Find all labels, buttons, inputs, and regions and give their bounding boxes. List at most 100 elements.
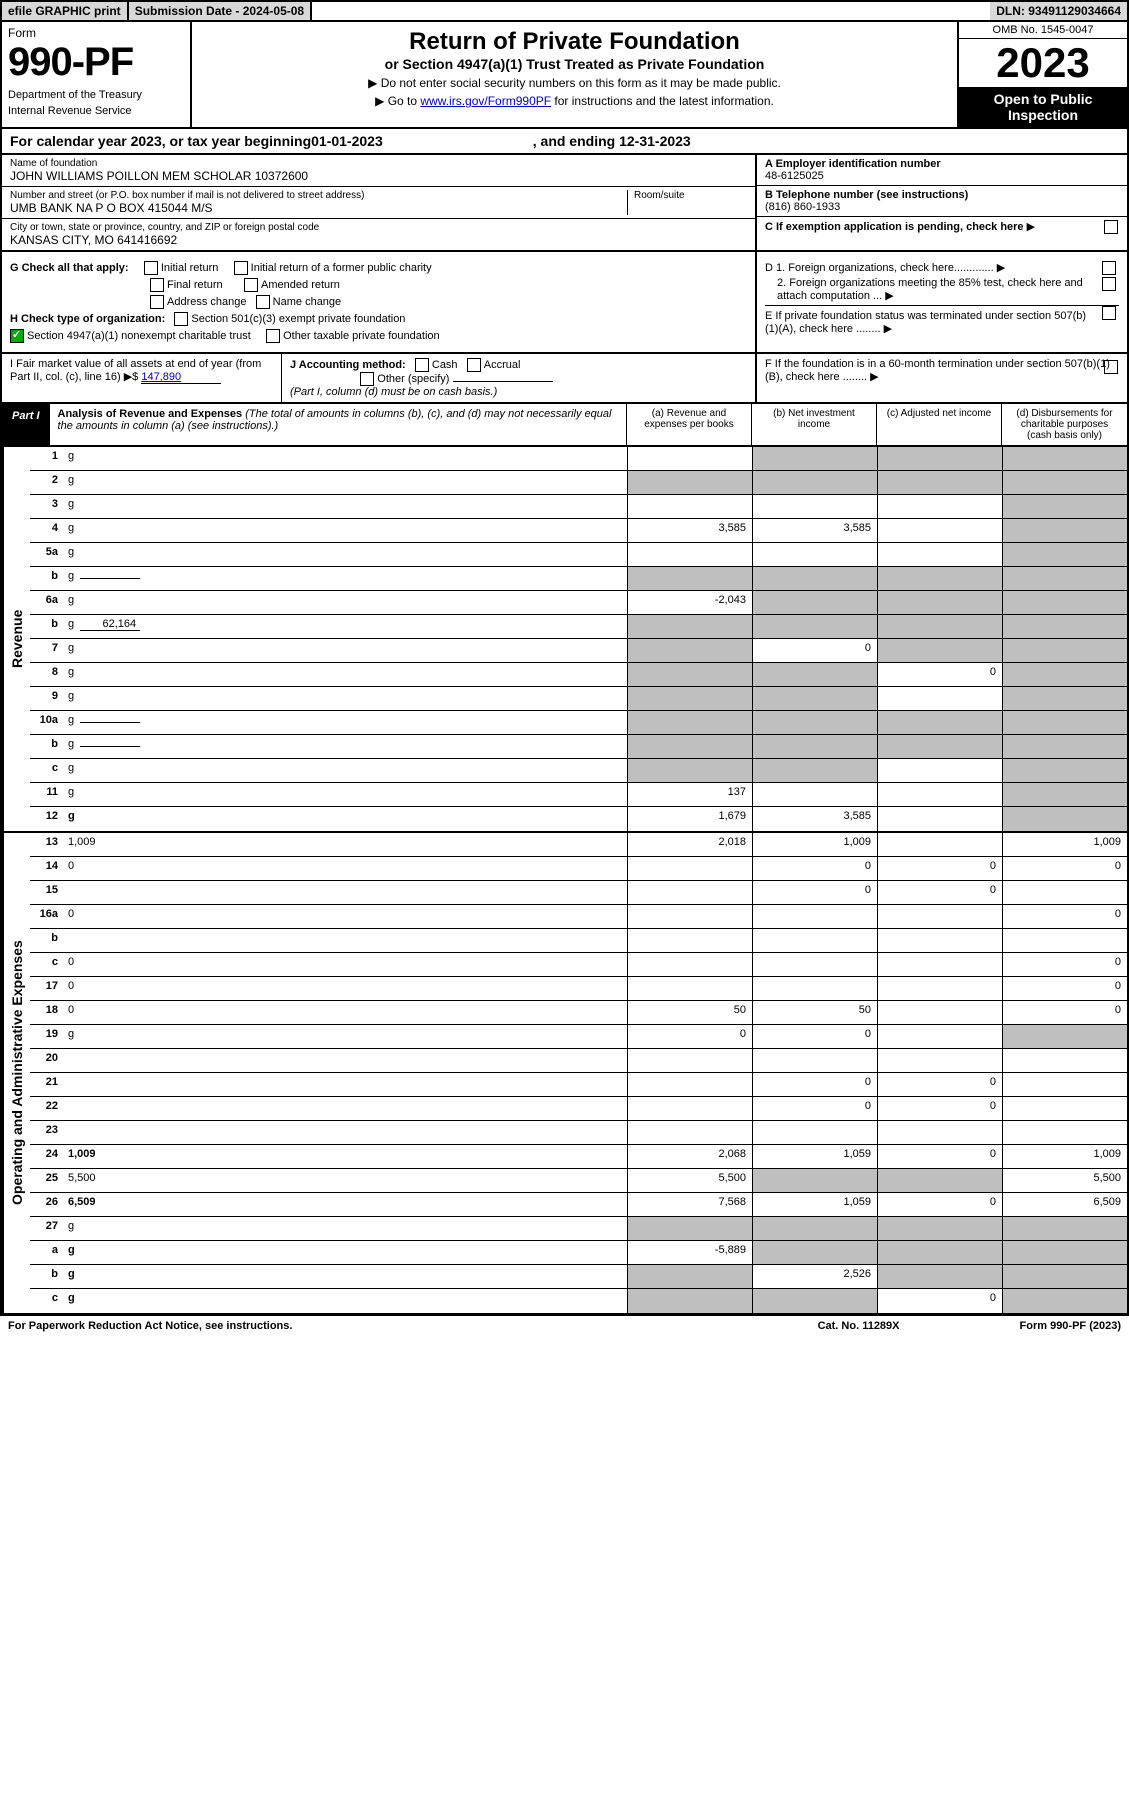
line-number: 2 xyxy=(30,471,64,494)
part1-label: Part I xyxy=(2,404,50,445)
value-cell-d xyxy=(1002,471,1127,494)
table-row: 1g xyxy=(30,447,1127,471)
table-row: 3g xyxy=(30,495,1127,519)
value-cell-d xyxy=(1002,735,1127,758)
line-number: 18 xyxy=(30,1001,64,1024)
fmv-value: 147,890 xyxy=(141,371,221,384)
value-cell-b: 50 xyxy=(752,1001,877,1024)
info-left: Name of foundation JOHN WILLIAMS POILLON… xyxy=(2,155,757,250)
line-description: 0 xyxy=(64,977,627,1000)
value-cell-a: 2,018 xyxy=(627,833,752,856)
value-cell-c xyxy=(877,953,1002,976)
line-number: 3 xyxy=(30,495,64,518)
value-cell-d xyxy=(1002,1241,1127,1264)
value-cell-c: 0 xyxy=(877,1145,1002,1168)
value-cell-a xyxy=(627,711,752,734)
501c3-checkbox[interactable] xyxy=(174,312,188,326)
value-cell-a xyxy=(627,471,752,494)
top-bar: efile GRAPHIC print Submission Date - 20… xyxy=(0,0,1129,22)
accrual-checkbox[interactable] xyxy=(467,358,481,372)
amended-return-checkbox[interactable] xyxy=(244,278,258,292)
value-cell-b: 2,526 xyxy=(752,1265,877,1288)
header-left: Form 990-PF Department of the Treasury I… xyxy=(2,22,192,127)
line-number: 23 xyxy=(30,1121,64,1144)
value-cell-b xyxy=(752,447,877,470)
table-row: 2g xyxy=(30,471,1127,495)
value-cell-c xyxy=(877,471,1002,494)
value-cell-d: 5,500 xyxy=(1002,1169,1127,1192)
c-checkbox[interactable] xyxy=(1104,220,1118,234)
table-row: bg62,164 xyxy=(30,615,1127,639)
table-row: ag-5,889 xyxy=(30,1241,1127,1265)
value-cell-c: 0 xyxy=(877,1073,1002,1096)
value-cell-a xyxy=(627,881,752,904)
value-cell-a xyxy=(627,735,752,758)
ein-value: 48-6125025 xyxy=(765,170,1119,182)
value-cell-b xyxy=(752,471,877,494)
line-number: 13 xyxy=(30,833,64,856)
d2-checkbox[interactable] xyxy=(1102,277,1116,291)
value-cell-d xyxy=(1002,447,1127,470)
value-cell-c: 0 xyxy=(877,663,1002,686)
cash-checkbox[interactable] xyxy=(415,358,429,372)
initial-former-checkbox[interactable] xyxy=(234,261,248,275)
value-cell-a xyxy=(627,543,752,566)
other-taxable-checkbox[interactable] xyxy=(266,329,280,343)
initial-return-checkbox[interactable] xyxy=(144,261,158,275)
d1-checkbox[interactable] xyxy=(1102,261,1116,275)
value-cell-d xyxy=(1002,929,1127,952)
line-description xyxy=(64,881,627,904)
table-row: 255,5005,5005,500 xyxy=(30,1169,1127,1193)
line-description: 5,500 xyxy=(64,1169,627,1192)
table-row: bg xyxy=(30,567,1127,591)
table-row: 4g3,5853,585 xyxy=(30,519,1127,543)
value-cell-a: 137 xyxy=(627,783,752,806)
table-row: 10ag xyxy=(30,711,1127,735)
line-number: 16a xyxy=(30,905,64,928)
line-number: 14 xyxy=(30,857,64,880)
f-checkbox[interactable] xyxy=(1104,360,1118,374)
line-number: 27 xyxy=(30,1217,64,1240)
final-return-checkbox[interactable] xyxy=(150,278,164,292)
form990pf-link[interactable]: www.irs.gov/Form990PF xyxy=(420,94,551,108)
line-number: 15 xyxy=(30,881,64,904)
table-row: 12g1,6793,585 xyxy=(30,807,1127,831)
header-right: OMB No. 1545-0047 2023 Open to Public In… xyxy=(957,22,1127,127)
value-cell-b xyxy=(752,543,877,566)
c-exemption-cell: C If exemption application is pending, c… xyxy=(757,217,1127,236)
value-cell-c xyxy=(877,1241,1002,1264)
value-cell-c xyxy=(877,833,1002,856)
header-center: Return of Private Foundation or Section … xyxy=(192,22,957,127)
footer-cat: Cat. No. 11289X xyxy=(818,1320,900,1332)
line-number: c xyxy=(30,1289,64,1313)
info-right: A Employer identification number 48-6125… xyxy=(757,155,1127,250)
value-cell-c xyxy=(877,905,1002,928)
room-suite-label: Room/suite xyxy=(634,190,747,201)
value-cell-b: 1,059 xyxy=(752,1145,877,1168)
4947a1-checkbox[interactable] xyxy=(10,329,24,343)
address-change-checkbox[interactable] xyxy=(150,295,164,309)
value-cell-d xyxy=(1002,639,1127,662)
inline-value xyxy=(80,722,140,723)
line-number: 5a xyxy=(30,543,64,566)
table-row: 1500 xyxy=(30,881,1127,905)
value-cell-a xyxy=(627,929,752,952)
value-cell-a: -5,889 xyxy=(627,1241,752,1264)
value-cell-b xyxy=(752,591,877,614)
value-cell-a xyxy=(627,639,752,662)
table-row: 2200 xyxy=(30,1097,1127,1121)
value-cell-c xyxy=(877,567,1002,590)
value-cell-b xyxy=(752,615,877,638)
d2-row: 2. Foreign organizations meeting the 85%… xyxy=(765,277,1119,302)
name-change-checkbox[interactable] xyxy=(256,295,270,309)
page-footer: For Paperwork Reduction Act Notice, see … xyxy=(0,1315,1129,1336)
line-description: g xyxy=(64,1025,627,1048)
other-method-checkbox[interactable] xyxy=(360,372,374,386)
line-number: c xyxy=(30,953,64,976)
form-number: 990-PF xyxy=(8,40,184,85)
value-cell-d xyxy=(1002,1289,1127,1313)
e-checkbox[interactable] xyxy=(1102,306,1116,320)
line-description: g xyxy=(64,807,627,831)
line-number: 6a xyxy=(30,591,64,614)
checks-block: G Check all that apply: Initial return I… xyxy=(0,252,1129,354)
